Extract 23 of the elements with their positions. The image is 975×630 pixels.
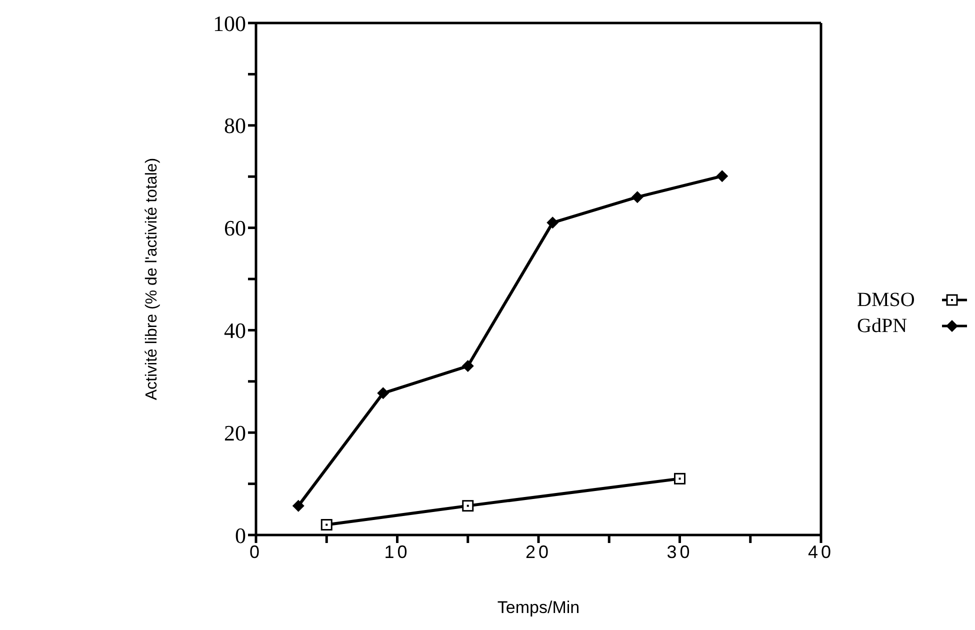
x-axis-title: Temps/Min xyxy=(497,598,580,617)
point xyxy=(462,500,474,512)
point xyxy=(377,387,390,400)
point xyxy=(320,519,332,531)
point xyxy=(674,472,686,484)
x-tick-label: 30 xyxy=(666,542,693,562)
y-tick-label: 80 xyxy=(224,113,246,138)
y-tick-label: 100 xyxy=(213,10,246,36)
x-tick-label: 40 xyxy=(808,542,834,562)
y-axis-title: Activité libre (% de l'activité totale) xyxy=(144,158,161,400)
point xyxy=(631,191,644,204)
y-tick-label: 60 xyxy=(224,216,246,241)
point xyxy=(716,170,728,182)
y-tick-label: 40 xyxy=(224,318,246,344)
legend-label: GdPN xyxy=(857,314,908,338)
point xyxy=(462,360,474,372)
y-tick-label: 20 xyxy=(224,420,246,446)
legend-label: DMSO xyxy=(857,288,916,312)
x-tick-label: 0 xyxy=(249,542,263,562)
point xyxy=(546,216,559,229)
point xyxy=(292,500,304,512)
x-tick-label: 20 xyxy=(525,542,552,562)
x-tick-label: 10 xyxy=(384,542,410,562)
